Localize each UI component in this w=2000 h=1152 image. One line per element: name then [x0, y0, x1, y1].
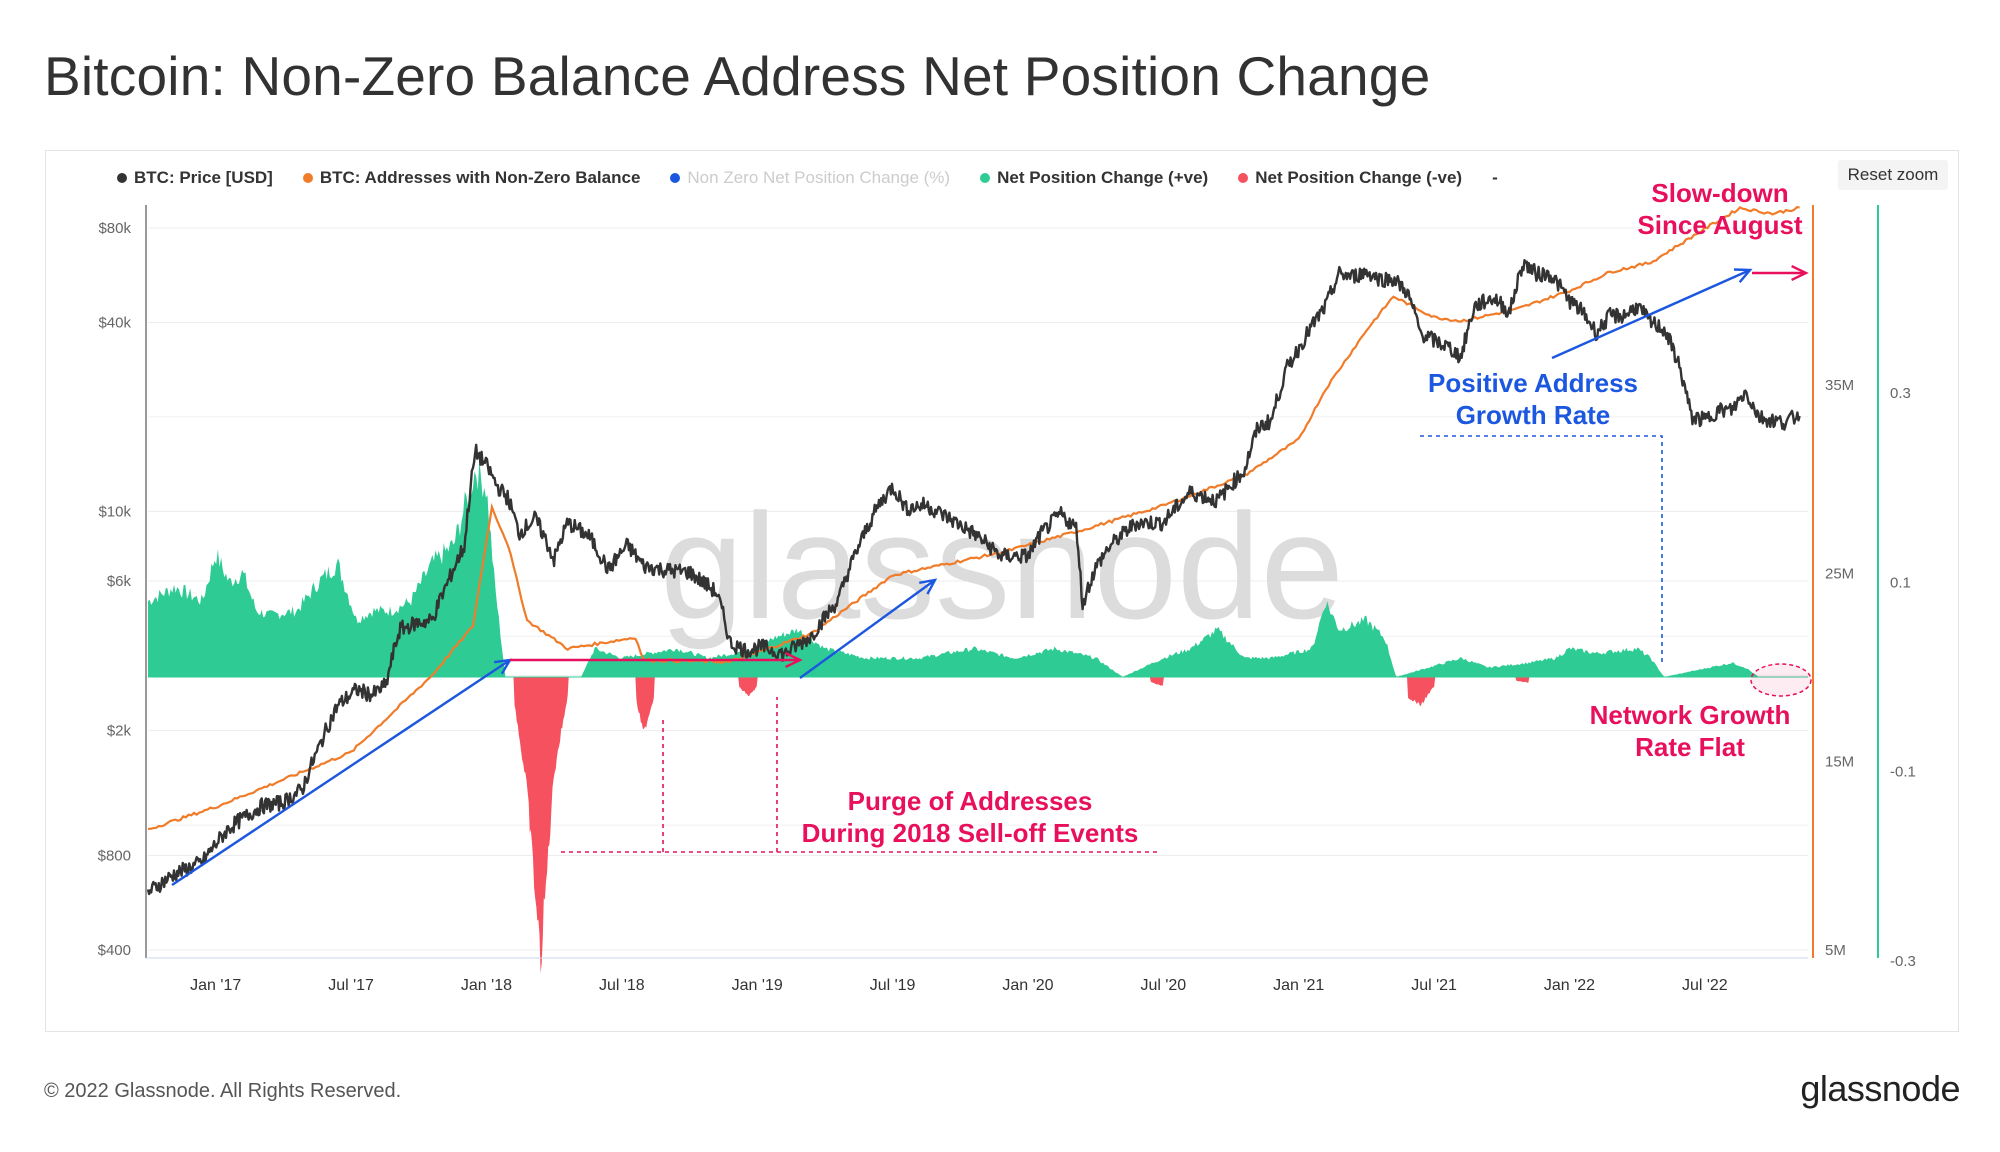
axes: $400 $800 $2k $6k $10k $40k $80k Jan '17 Jul '17… — [98, 205, 1916, 994]
legend-label: Non Zero Net Position Change (%) — [687, 168, 951, 187]
legend-item-price[interactable]: BTC: Price [USD] — [117, 168, 273, 188]
net-position-positive-area — [148, 458, 1759, 677]
x-tick-label: Jan '17 — [190, 977, 241, 994]
reset-zoom-button[interactable]: Reset zoom — [1838, 160, 1948, 190]
trend-arrow-2019 — [799, 579, 936, 679]
annotation-graphics — [171, 264, 1812, 886]
y-right-change-tick-label: -0.3 — [1890, 953, 1916, 970]
y-right-addresses-tick-label: 15M — [1825, 754, 1854, 771]
y-right-change-tick-label: -0.1 — [1890, 764, 1916, 781]
x-tick-label: Jul '21 — [1411, 977, 1457, 994]
chart-panel — [45, 150, 1959, 1032]
legend-item-positive[interactable]: Net Position Change (+ve) — [980, 168, 1208, 188]
annotation-line: Network Growth — [1589, 700, 1791, 730]
legend-dot-icon — [302, 173, 313, 183]
slowdown-arrow-head — [1791, 264, 1809, 282]
series-lines — [146, 206, 1801, 896]
annotation-slowdown: Slow-down Since August — [1610, 178, 1830, 241]
legend-dot-icon — [980, 173, 991, 183]
x-tick-label: Jul '20 — [1140, 977, 1186, 994]
annotation-line: Positive Address — [1427, 368, 1638, 398]
y-right-addresses-tick-label: 5M — [1825, 942, 1846, 959]
x-tick-label: Jan '20 — [1002, 977, 1053, 994]
positive-growth-leader — [1420, 435, 1663, 664]
legend-dot-icon — [117, 173, 127, 183]
glassnode-logo: glassnode — [1800, 1068, 1960, 1109]
net-position-bars — [148, 458, 1808, 974]
net-position-negative-area — [629, 677, 660, 729]
y-left-tick-label: $80k — [98, 220, 131, 237]
copyright-text: © 2022 Glassnode. All Rights Reserved. — [44, 1080, 402, 1102]
legend-label: BTC: Price [USD] — [134, 168, 273, 187]
annotation-line: During 2018 Sell-off Events — [801, 817, 1139, 848]
addresses-line — [147, 206, 1800, 830]
y-left-tick-label: $10k — [98, 503, 131, 520]
net-position-negative-area — [1509, 677, 1535, 683]
y-left-tick-label: $6k — [107, 573, 132, 590]
watermark: glassnode — [660, 482, 1344, 650]
y-right-addresses-tick-label: 35M — [1825, 377, 1854, 394]
trend-arrow-2019-head — [919, 578, 938, 595]
flat-highlight-ellipse — [1750, 663, 1812, 697]
net-position-negative-area — [732, 677, 763, 697]
y-right-addresses-tick-label: 25M — [1825, 565, 1854, 582]
y-right-change-tick-label: 0.1 — [1890, 574, 1911, 591]
trend-arrow-2022-head — [1733, 268, 1753, 283]
legend-label: - — [1492, 168, 1498, 187]
y-right-change-tick-label: 0.3 — [1890, 385, 1911, 402]
annotation-line: Purge of Addresses — [847, 786, 1093, 816]
annotation-line: Since August — [1637, 209, 1803, 240]
trend-arrow-2022 — [1551, 268, 1751, 360]
annotation-line: Rate Flat — [1635, 731, 1745, 762]
x-tick-label: Jan '22 — [1544, 977, 1595, 994]
y-left-tick-label: $2k — [107, 723, 132, 740]
legend-item-addresses[interactable]: BTC: Addresses with Non-Zero Balance — [302, 168, 641, 188]
x-tick-label: Jan '21 — [1273, 977, 1324, 994]
trend-arrow-2017 — [171, 659, 511, 886]
legend-item-negative[interactable]: Net Position Change (-ve) — [1238, 168, 1462, 188]
legend-label: Net Position Change (-ve) — [1255, 168, 1463, 187]
flat-arrow-2018-head — [785, 651, 803, 669]
x-tick-label: Jan '18 — [461, 977, 512, 994]
legend-item-net-position-pct[interactable]: Non Zero Net Position Change (%) — [670, 168, 950, 188]
annotation-network-flat: Network Growth Rate Flat — [1580, 700, 1800, 763]
legend-dot-icon — [1238, 173, 1249, 183]
net-position-negative-area — [1144, 677, 1169, 686]
x-tick-label: Jul '19 — [870, 977, 916, 994]
page-title: Bitcoin: Non-Zero Balance Address Net Po… — [44, 45, 1431, 107]
legend-label: BTC: Addresses with Non-Zero Balance — [319, 168, 641, 187]
x-tick-label: Jul '18 — [599, 977, 645, 994]
x-tick-label: Jul '22 — [1682, 977, 1728, 994]
y-left-tick-label: $40k — [98, 314, 131, 331]
annotation-line: Slow-down — [1651, 178, 1789, 208]
x-tick-label: Jan '19 — [732, 977, 783, 994]
annotation-line: Growth Rate — [1455, 399, 1611, 430]
legend-label: Net Position Change (+ve) — [997, 168, 1209, 187]
legend-dot-icon — [670, 173, 681, 183]
chart-legend: BTC: Price [USD] BTC: Addresses with Non… — [117, 166, 1528, 190]
net-position-negative-area — [508, 677, 574, 974]
annotation-purge: Purge of Addresses During 2018 Sell-off … — [790, 786, 1150, 849]
legend-item-extra[interactable]: - — [1492, 168, 1498, 188]
net-position-negative-area — [1401, 677, 1440, 707]
y-left-tick-label: $800 — [98, 848, 131, 865]
annotation-positive-growth: Positive Address Growth Rate — [1418, 368, 1648, 431]
x-tick-label: Jul '17 — [328, 977, 374, 994]
price-line — [146, 259, 1801, 896]
y-left-tick-label: $400 — [98, 942, 131, 959]
